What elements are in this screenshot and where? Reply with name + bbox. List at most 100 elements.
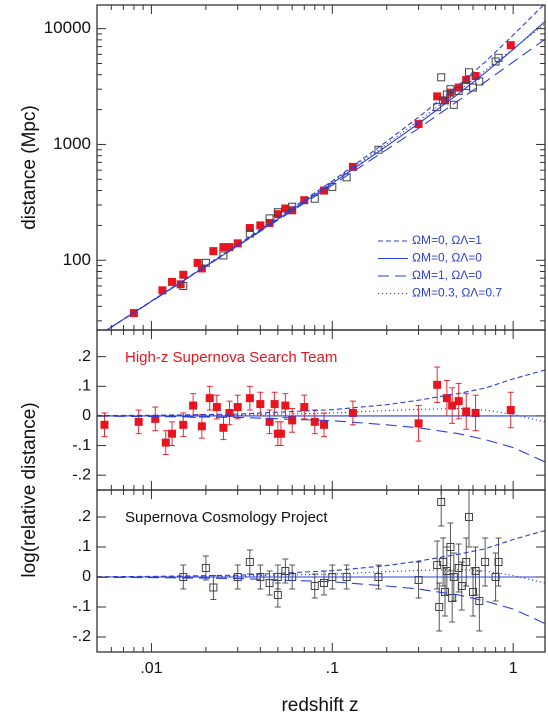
data-point <box>219 423 228 432</box>
data-point <box>471 408 480 417</box>
data-point <box>449 100 458 109</box>
data-point <box>225 408 234 417</box>
y-tick-label: -.1 <box>72 598 91 615</box>
model-curve <box>97 568 545 584</box>
data-point <box>310 582 319 590</box>
x-tick-label: 1 <box>509 660 518 677</box>
data-point <box>265 417 274 426</box>
data-point <box>494 558 503 566</box>
legend-label: ΩM=0, ΩΛ=1 <box>412 233 482 247</box>
data-point <box>281 401 290 410</box>
data-point <box>433 380 442 389</box>
y-axis-label: log(relative distance) <box>19 402 40 577</box>
plot-area <box>97 366 545 463</box>
data-point <box>193 258 202 267</box>
data-point <box>437 498 446 506</box>
panel-frame <box>96 489 546 653</box>
data-point <box>245 394 254 403</box>
y-tick-label: -.1 <box>72 437 91 454</box>
data-point <box>265 214 274 223</box>
data-point <box>448 594 457 602</box>
data-point <box>465 68 474 77</box>
data-point <box>320 579 329 587</box>
data-point <box>300 403 309 412</box>
data-point <box>448 401 457 410</box>
data-point <box>310 417 319 426</box>
data-point <box>212 403 221 412</box>
y-tick-label: 0 <box>82 568 91 585</box>
data-point <box>481 558 490 566</box>
model-curve <box>97 529 545 578</box>
y-tick-label: 0 <box>82 407 91 424</box>
data-point <box>465 513 474 521</box>
y-tick-label: .1 <box>78 538 91 555</box>
data-point <box>506 406 515 414</box>
plot-area <box>97 490 545 632</box>
data-point <box>100 420 109 429</box>
y-tick-label: .2 <box>78 348 91 365</box>
legend-label: ΩM=1, ΩΛ=0 <box>412 268 482 282</box>
data-point <box>179 420 188 429</box>
data-point <box>233 403 242 412</box>
data-point <box>161 438 170 447</box>
model-curve <box>105 23 545 330</box>
model-curve <box>97 369 545 417</box>
data-point <box>454 397 463 406</box>
model-curve <box>97 407 545 423</box>
data-point <box>435 603 444 611</box>
y-tick-label: -.2 <box>72 628 91 645</box>
data-point <box>209 583 218 592</box>
data-point <box>209 247 218 256</box>
data-point <box>134 417 143 426</box>
data-point <box>245 558 254 566</box>
y-axis-label: distance (Mpc) <box>19 105 40 230</box>
data-point <box>442 394 451 403</box>
x-tick-label: .01 <box>140 660 162 677</box>
data-point <box>462 558 471 566</box>
data-point <box>168 429 177 438</box>
data-point <box>168 277 177 286</box>
data-point <box>288 416 297 425</box>
data-point <box>320 420 329 429</box>
data-point <box>197 422 206 431</box>
legend-label: ΩM=0.3, ΩΛ=0.7 <box>412 286 502 300</box>
y-tick-label: .2 <box>78 508 91 525</box>
data-point <box>506 41 515 50</box>
data-point <box>414 419 423 428</box>
data-point <box>273 591 282 599</box>
y-tick-label: 1000 <box>53 134 91 153</box>
data-point <box>256 221 265 230</box>
data-point <box>245 223 254 232</box>
data-point <box>270 400 279 409</box>
data-point <box>276 429 285 438</box>
legend-label: ΩM=0, ΩΛ=0 <box>412 251 482 265</box>
data-point <box>273 208 282 217</box>
y-tick-label: .1 <box>78 378 91 395</box>
model-curve <box>105 38 545 330</box>
data-point <box>179 281 188 290</box>
x-tick-label: .1 <box>326 660 339 677</box>
plot-area <box>105 5 545 330</box>
y-tick-label: -.2 <box>72 466 91 483</box>
model-curve <box>105 20 545 330</box>
data-point <box>446 543 455 551</box>
data-point <box>219 251 228 260</box>
data-point <box>348 408 357 417</box>
data-point <box>462 407 471 416</box>
data-point <box>189 401 198 410</box>
data-point <box>179 270 188 279</box>
data-point <box>433 92 442 101</box>
data-point <box>205 394 214 403</box>
data-point <box>475 597 484 605</box>
data-point <box>201 564 210 572</box>
panel-label: Supernova Cosmology Project <box>125 509 328 526</box>
data-point <box>256 400 265 409</box>
y-tick-label: 100 <box>63 250 91 269</box>
y-tick-label: 10000 <box>44 18 91 37</box>
data-point <box>437 73 446 82</box>
data-point <box>462 76 471 85</box>
x-axis-label: redshift z <box>281 695 358 716</box>
panel-label: High-z Supernova Search Team <box>125 349 337 366</box>
data-point <box>469 588 478 596</box>
